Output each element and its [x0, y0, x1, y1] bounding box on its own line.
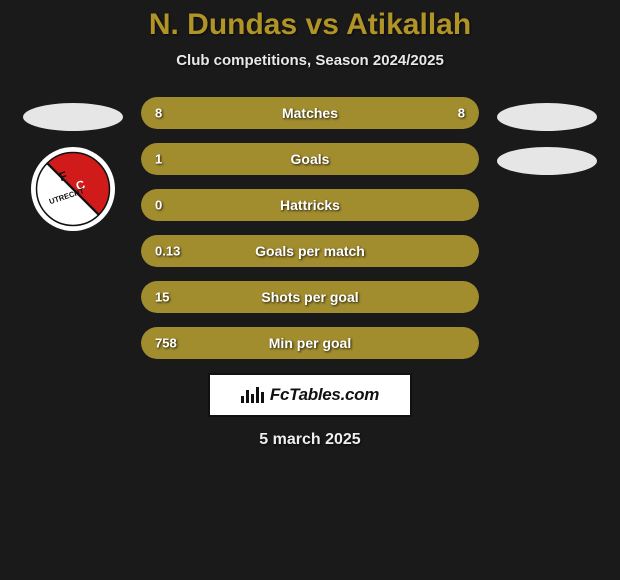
- brand-badge: FcTables.com: [208, 373, 412, 417]
- right-player-placeholder: [497, 103, 597, 131]
- vs-text: vs: [306, 8, 339, 41]
- bar-chart-icon: [241, 387, 264, 403]
- stat-label: Matches: [282, 105, 338, 121]
- brand-text: FcTables.com: [270, 385, 379, 405]
- stat-value-left: 1: [155, 152, 162, 167]
- comparison-date: 5 march 2025: [259, 431, 360, 449]
- stat-value-left: 0: [155, 198, 162, 213]
- fc-utrecht-logo-icon: F C UTRECHT: [35, 151, 111, 227]
- main-content-row: F C UTRECHT Matches 8 8 Goals 1 Hattricks 0 Goa…: [0, 97, 620, 359]
- stat-row: Shots per goal 15: [141, 281, 479, 313]
- player-left-name: N. Dundas: [149, 8, 297, 41]
- stat-value-left: 0.13: [155, 244, 180, 259]
- comparison-card: N. Dundas vs Atikallah Club competitions…: [0, 0, 620, 580]
- subtitle: Club competitions, Season 2024/2025: [176, 52, 444, 69]
- left-side-column: F C UTRECHT: [23, 97, 123, 231]
- stat-label: Min per goal: [269, 335, 351, 351]
- stat-value-left: 15: [155, 290, 169, 305]
- stat-value-left: 758: [155, 336, 177, 351]
- stat-value-right: 8: [458, 106, 465, 121]
- stat-label: Goals per match: [255, 243, 365, 259]
- stat-label: Hattricks: [280, 197, 340, 213]
- stats-column: Matches 8 8 Goals 1 Hattricks 0 Goals per match…: [141, 97, 479, 359]
- player-right-name: Atikallah: [346, 8, 471, 41]
- stat-value-left: 8: [155, 106, 162, 121]
- left-player-placeholder: [23, 103, 123, 131]
- stat-row: Goals 1: [141, 143, 479, 175]
- stat-label: Shots per goal: [261, 289, 358, 305]
- right-side-column: [497, 97, 597, 175]
- stat-row: Matches 8 8: [141, 97, 479, 129]
- stat-row: Goals per match 0.13: [141, 235, 479, 267]
- comparison-title: N. Dundas vs Atikallah: [149, 8, 471, 42]
- stat-row: Hattricks 0: [141, 189, 479, 221]
- left-club-badge: F C UTRECHT: [31, 147, 115, 231]
- stat-row: Min per goal 758: [141, 327, 479, 359]
- stat-label: Goals: [291, 151, 330, 167]
- right-club-placeholder: [497, 147, 597, 175]
